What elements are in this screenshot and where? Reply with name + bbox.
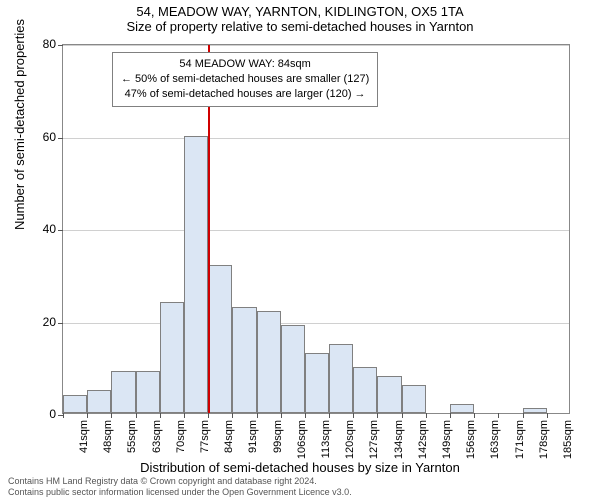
- histogram-bar: [523, 408, 547, 413]
- ytick-mark: [58, 45, 63, 46]
- chart-title-sub: Size of property relative to semi-detach…: [0, 19, 600, 34]
- info-box-line: 54 MEADOW WAY: 84sqm: [121, 57, 369, 72]
- footer-attribution: Contains HM Land Registry data © Crown c…: [8, 476, 352, 498]
- histogram-bar: [232, 307, 256, 413]
- histogram-bar: [377, 376, 401, 413]
- xtick-label: 41sqm: [78, 420, 90, 460]
- histogram-bar: [184, 136, 208, 414]
- xtick-mark: [498, 413, 499, 418]
- xtick-mark: [474, 413, 475, 418]
- histogram-bar: [402, 385, 426, 413]
- xtick-label: 120sqm: [344, 420, 356, 460]
- histogram-bar: [257, 311, 281, 413]
- chart-title-main: 54, MEADOW WAY, YARNTON, KIDLINGTON, OX5…: [0, 4, 600, 19]
- xtick-label: 134sqm: [393, 420, 405, 460]
- xtick-label: 163sqm: [489, 420, 501, 460]
- xtick-mark: [353, 413, 354, 418]
- ytick-label: 0: [49, 407, 56, 421]
- xtick-mark: [450, 413, 451, 418]
- gridline: [63, 45, 569, 46]
- histogram-bar: [111, 371, 135, 413]
- ytick-mark: [58, 138, 63, 139]
- gridline: [63, 230, 569, 231]
- xtick-label: 77sqm: [199, 420, 211, 460]
- xtick-label: 185sqm: [562, 420, 574, 460]
- gridline: [63, 138, 569, 139]
- histogram-bar: [63, 395, 87, 414]
- xtick-label: 127sqm: [368, 420, 380, 460]
- histogram-bar: [281, 325, 305, 413]
- x-axis-title: Distribution of semi-detached houses by …: [0, 460, 600, 475]
- ytick-label: 20: [43, 315, 56, 329]
- xtick-label: 70sqm: [175, 420, 187, 460]
- histogram-bar: [305, 353, 329, 413]
- histogram-bar: [353, 367, 377, 413]
- histogram-bar: [87, 390, 111, 413]
- info-box-line: ← 50% of semi-detached houses are smalle…: [121, 72, 369, 87]
- xtick-mark: [136, 413, 137, 418]
- y-axis-title: Number of semi-detached properties: [12, 19, 27, 230]
- xtick-label: 149sqm: [441, 420, 453, 460]
- histogram-bar: [136, 371, 160, 413]
- xtick-mark: [63, 413, 64, 418]
- xtick-mark: [547, 413, 548, 418]
- histogram-bar: [160, 302, 184, 413]
- xtick-mark: [184, 413, 185, 418]
- xtick-mark: [329, 413, 330, 418]
- xtick-mark: [426, 413, 427, 418]
- ytick-label: 80: [43, 37, 56, 51]
- xtick-label: 84sqm: [223, 420, 235, 460]
- xtick-label: 63sqm: [151, 420, 163, 460]
- ytick-mark: [58, 323, 63, 324]
- xtick-label: 178sqm: [538, 420, 550, 460]
- footer-line-1: Contains HM Land Registry data © Crown c…: [8, 476, 352, 487]
- xtick-mark: [160, 413, 161, 418]
- gridline: [63, 323, 569, 324]
- xtick-label: 48sqm: [102, 420, 114, 460]
- xtick-label: 91sqm: [247, 420, 259, 460]
- ytick-label: 60: [43, 130, 56, 144]
- ytick-label: 40: [43, 222, 56, 236]
- histogram-bar: [329, 344, 353, 413]
- xtick-label: 171sqm: [514, 420, 526, 460]
- xtick-mark: [87, 413, 88, 418]
- xtick-mark: [208, 413, 209, 418]
- xtick-label: 55sqm: [126, 420, 138, 460]
- xtick-mark: [281, 413, 282, 418]
- xtick-mark: [377, 413, 378, 418]
- xtick-label: 142sqm: [417, 420, 429, 460]
- xtick-label: 99sqm: [272, 420, 284, 460]
- xtick-mark: [305, 413, 306, 418]
- xtick-mark: [257, 413, 258, 418]
- ytick-mark: [58, 230, 63, 231]
- xtick-mark: [402, 413, 403, 418]
- xtick-mark: [111, 413, 112, 418]
- xtick-label: 113sqm: [320, 420, 332, 460]
- xtick-mark: [523, 413, 524, 418]
- histogram-bar: [450, 404, 474, 413]
- property-info-box: 54 MEADOW WAY: 84sqm← 50% of semi-detach…: [112, 52, 378, 107]
- xtick-label: 156sqm: [465, 420, 477, 460]
- chart-title-block: 54, MEADOW WAY, YARNTON, KIDLINGTON, OX5…: [0, 0, 600, 34]
- xtick-label: 106sqm: [296, 420, 308, 460]
- footer-line-2: Contains public sector information licen…: [8, 487, 352, 498]
- info-box-line: 47% of semi-detached houses are larger (…: [121, 87, 369, 102]
- xtick-mark: [232, 413, 233, 418]
- histogram-bar: [208, 265, 232, 413]
